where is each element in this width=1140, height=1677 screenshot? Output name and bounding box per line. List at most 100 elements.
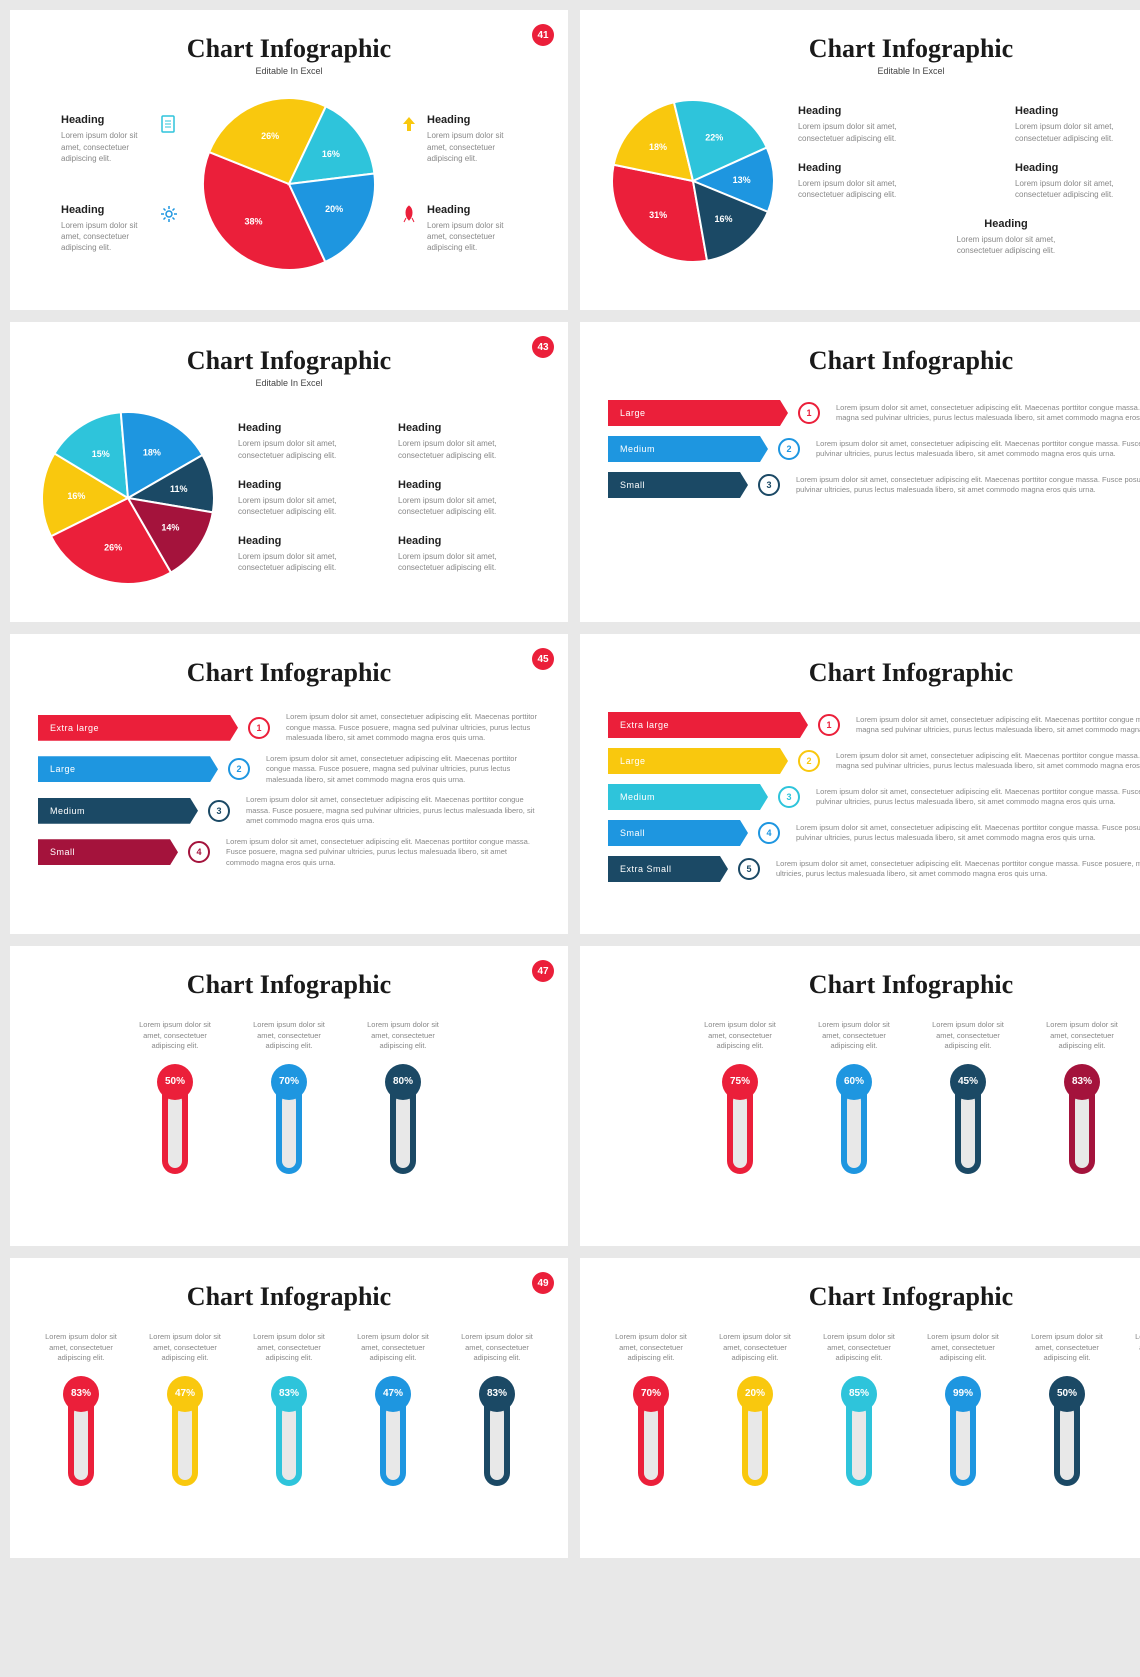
slide-title: Chart Infographic	[608, 970, 1140, 1000]
bar-row: Medium3Lorem ipsum dolor sit amet, conse…	[38, 795, 540, 827]
heading-block: HeadingLorem ipsum dolor sit amet, conse…	[398, 422, 540, 460]
slide-42: 42Chart InfographicEditable In Excel31%1…	[580, 10, 1140, 310]
slide-subtitle: Editable In Excel	[38, 66, 540, 76]
bar-description: Lorem ipsum dolor sit amet, consectetuer…	[816, 439, 1140, 460]
thermometer: Lorem ipsum dolor sit amet, consectetuer…	[697, 1020, 783, 1174]
therm-value: 85%	[841, 1376, 877, 1412]
slide-title: Chart Infographic	[38, 970, 540, 1000]
heading-block: HeadingLorem ipsum dolor sit amet, conse…	[398, 535, 540, 573]
svg-text:15%: 15%	[92, 449, 110, 459]
thermometer: Lorem ipsum dolor sit amet, consectetuer…	[920, 1332, 1006, 1486]
slide-title: Chart Infographic	[38, 1282, 540, 1312]
therm-value: 83%	[63, 1376, 99, 1412]
doc-icon	[159, 114, 179, 134]
bar-row: Large2Lorem ipsum dolor sit amet, consec…	[608, 748, 1140, 774]
bar-description: Lorem ipsum dolor sit amet, consectetuer…	[836, 751, 1140, 772]
therm-value: 99%	[945, 1376, 981, 1412]
slide-47: 47Chart Infographic Lorem ipsum dolor sit…	[10, 946, 568, 1246]
bar-description: Lorem ipsum dolor sit amet, consectetuer…	[856, 715, 1140, 736]
therm-value: 20%	[737, 1376, 773, 1412]
therm-description: Lorem ipsum dolor sit amet, consectetuer…	[920, 1332, 1006, 1364]
bar-number: 2	[778, 438, 800, 460]
slide-subtitle: Editable In Excel	[38, 378, 540, 388]
arrow-icon	[399, 114, 419, 134]
therm-description: Lorem ipsum dolor sit amet, consectetuer…	[38, 1332, 124, 1364]
thermometer: Lorem ipsum dolor sit amet, consectetuer…	[360, 1020, 446, 1174]
slide-title: Chart Infographic	[608, 658, 1140, 688]
heading-block: HeadingLorem ipsum dolor sit amet, conse…	[398, 479, 540, 517]
svg-text:18%: 18%	[143, 447, 161, 457]
slide-title: Chart Infographic	[608, 1282, 1140, 1312]
heading-block: HeadingLorem ipsum dolor sit amet, conse…	[61, 204, 151, 254]
heading-block: HeadingLorem ipsum dolor sit amet, conse…	[1015, 105, 1140, 143]
slide-44: 44Chart InfographicLarge1Lorem ipsum dol…	[580, 322, 1140, 622]
therm-value: 60%	[836, 1064, 872, 1100]
bar: Extra Small	[608, 856, 728, 882]
therm-description: Lorem ipsum dolor sit amet, consectetuer…	[1024, 1332, 1110, 1364]
heading-block: HeadingLorem ipsum dolor sit amet, conse…	[798, 218, 1140, 256]
bar-row: Medium3Lorem ipsum dolor sit amet, conse…	[608, 784, 1140, 810]
therm-value: 70%	[633, 1376, 669, 1412]
bar-row: Extra Small 5 Lorem ipsum dolor sit amet, …	[608, 856, 1140, 882]
therm-description: Lorem ipsum dolor sit amet, consectetuer…	[712, 1332, 798, 1364]
therm-value: 83%	[479, 1376, 515, 1412]
thermometer: Lorem ipsum dolor sit amet, consectetuer…	[1039, 1020, 1125, 1174]
slide-title: Chart Infographic	[608, 346, 1140, 376]
therm-description: Lorem ipsum dolor sit amet, consectetuer…	[1128, 1332, 1140, 1364]
slide-title: Chart Infographic	[38, 34, 540, 64]
bar-number: 3	[778, 786, 800, 808]
bar: Large	[38, 756, 218, 782]
heading-block: HeadingLorem ipsum dolor sit amet, conse…	[61, 114, 151, 164]
slide-number-badge: 47	[532, 960, 554, 982]
thermometer: Lorem ipsum dolor sit amet, consectetuer…	[1024, 1332, 1110, 1486]
svg-text:22%: 22%	[705, 132, 723, 142]
bar-row: Large1Lorem ipsum dolor sit amet, consec…	[608, 400, 1140, 426]
therm-description: Lorem ipsum dolor sit amet, consectetuer…	[454, 1332, 540, 1364]
bar-number: 4	[188, 841, 210, 863]
bar-description: Lorem ipsum dolor sit amet, consectetuer…	[776, 859, 1140, 880]
thermometer: Lorem ipsum dolor sit amet, consectetuer…	[246, 1332, 332, 1486]
heading-block: HeadingLorem ipsum dolor sit amet, conse…	[798, 105, 997, 143]
thermometer: Lorem ipsum dolor sit amet, consectetuer…	[142, 1332, 228, 1486]
thermometer: Lorem ipsum dolor sit amet, consectetuer…	[132, 1020, 218, 1174]
slide-number-badge: 45	[532, 648, 554, 670]
bar-row: Small4Lorem ipsum dolor sit amet, consec…	[608, 820, 1140, 846]
bar-description: Lorem ipsum dolor sit amet, consectetuer…	[266, 754, 540, 786]
bar-number: 3	[208, 800, 230, 822]
gear-icon	[159, 204, 179, 224]
bar-row: Small3Lorem ipsum dolor sit amet, consec…	[608, 472, 1140, 498]
bar: Medium	[38, 798, 198, 824]
svg-text:14%: 14%	[161, 522, 179, 532]
bar-number: 2	[228, 758, 250, 780]
rocket-icon	[399, 204, 419, 224]
svg-text:11%: 11%	[170, 484, 188, 494]
thermometer: Lorem ipsum dolor sit amet, consectetuer…	[608, 1332, 694, 1486]
bar-number: 3	[758, 474, 780, 496]
slide-number-badge: 43	[532, 336, 554, 358]
slide-title: Chart Infographic	[608, 34, 1140, 64]
bar: Large	[608, 400, 788, 426]
thermometer: Lorem ipsum dolor sit amet, consectetuer…	[246, 1020, 332, 1174]
therm-description: Lorem ipsum dolor sit amet, consectetuer…	[816, 1332, 902, 1364]
therm-value: 80%	[385, 1064, 421, 1100]
therm-description: Lorem ipsum dolor sit amet, consectetuer…	[925, 1020, 1011, 1052]
therm-value: 83%	[1064, 1064, 1100, 1100]
bar-number: 5	[738, 858, 760, 880]
bar: Small	[608, 820, 748, 846]
bar-number: 1	[818, 714, 840, 736]
pie-chart: 31%18%22%13%16%	[608, 96, 778, 266]
slide-title: Chart Infographic	[38, 658, 540, 688]
bar-description: Lorem ipsum dolor sit amet, consectetuer…	[796, 823, 1140, 844]
therm-value: 70%	[271, 1064, 307, 1100]
slide-49: 49Chart InfographicLorem ipsum dolor sit…	[10, 1258, 568, 1558]
bar: Large	[608, 748, 788, 774]
bar-description: Lorem ipsum dolor sit amet, consectetuer…	[816, 787, 1140, 808]
heading-block: HeadingLorem ipsum dolor sit amet, conse…	[1015, 162, 1140, 200]
heading-block: HeadingLorem ipsum dolor sit amet, conse…	[238, 422, 380, 460]
svg-text:16%: 16%	[714, 214, 732, 224]
svg-text:31%: 31%	[649, 210, 667, 220]
therm-value: 75%	[722, 1064, 758, 1100]
therm-value: 83%	[271, 1376, 307, 1412]
therm-description: Lorem ipsum dolor sit amet, consectetuer…	[142, 1332, 228, 1364]
svg-text:16%: 16%	[67, 491, 85, 501]
